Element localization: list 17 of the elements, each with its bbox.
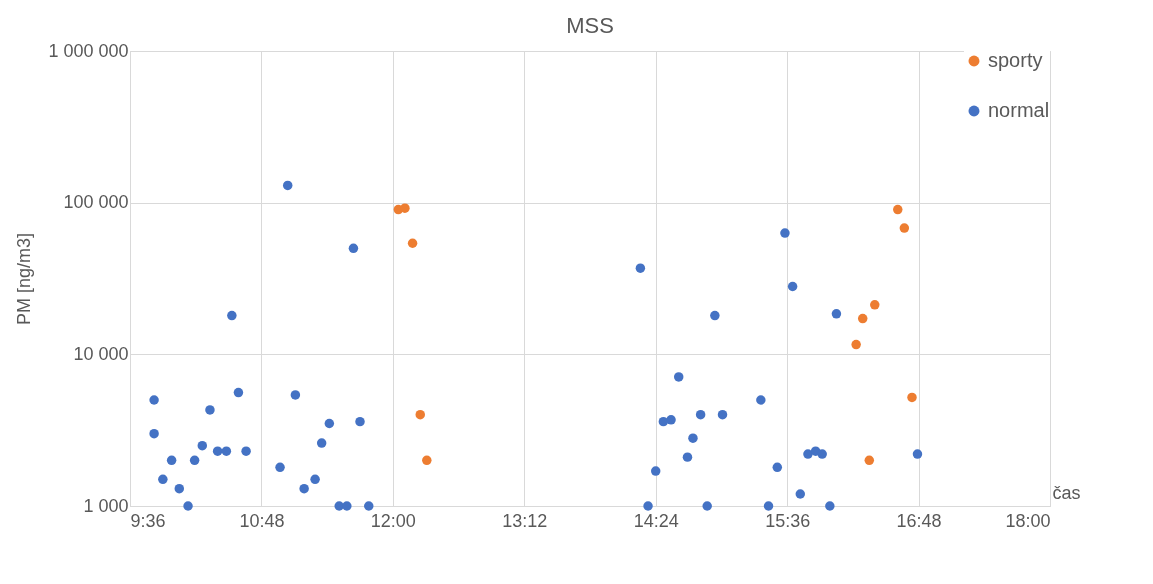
y-tick-label: 100 000: [63, 192, 129, 213]
y-axis-title: PM [ng/m3]: [14, 232, 35, 326]
x-tick-label: 12:00: [370, 510, 416, 531]
x-tick-label: 14:24: [633, 510, 679, 531]
legend-label: normal: [988, 99, 1050, 121]
x-tick-label: 16:48: [896, 510, 942, 531]
y-tick-label: 1 000: [83, 495, 129, 516]
legend-label: sporty: [988, 49, 1043, 71]
x-tick-label: 10:48: [239, 510, 285, 531]
x-tick-label: 13:12: [502, 510, 548, 531]
chart-title: MSS: [566, 13, 614, 38]
y-tick-label: 1 000 000: [48, 40, 129, 61]
x-tick-label: 18:00: [1005, 510, 1051, 531]
x-tick-label: 9:36: [130, 510, 166, 531]
x-tick-label: 15:36: [765, 510, 811, 531]
x-axis-title: čas: [1052, 482, 1081, 503]
y-tick-label: 10 000: [73, 343, 129, 364]
